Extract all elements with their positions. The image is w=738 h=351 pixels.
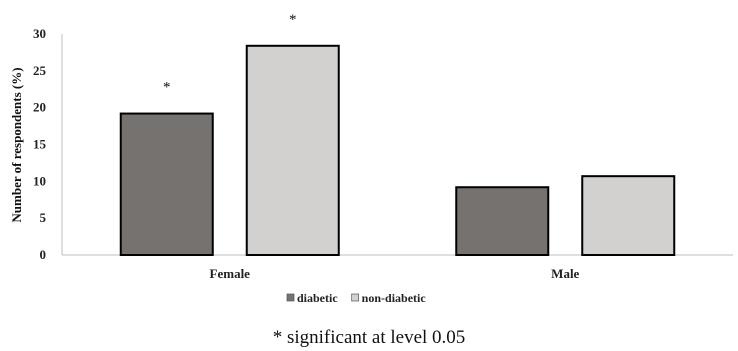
y-tick-label: 15 xyxy=(33,137,47,152)
bar-chart: Number of respondents (%) 0 5 10 15 20 25 30 *… xyxy=(9,12,733,305)
bar-male-diabetic xyxy=(455,186,550,256)
y-tick-label: 0 xyxy=(40,247,47,262)
x-category-label: Male xyxy=(551,266,579,281)
legend-swatch-diabetic xyxy=(286,293,295,302)
x-category-label: Female xyxy=(210,266,251,281)
y-tick-label: 25 xyxy=(33,63,47,78)
legend: diabetic non-diabetic xyxy=(286,291,427,305)
y-tick-label: 30 xyxy=(33,26,46,41)
significance-footnote: * significant at level 0.05 xyxy=(272,327,466,348)
significance-marker: * xyxy=(289,12,297,28)
legend-label-diabetic: diabetic xyxy=(297,291,338,305)
y-tick-label: 5 xyxy=(40,210,47,225)
y-tick-label: 10 xyxy=(33,173,46,188)
bar-female-diabetic xyxy=(119,112,214,256)
legend-label-non-diabetic: non-diabetic xyxy=(362,291,427,305)
legend-swatch-non-diabetic xyxy=(351,293,360,302)
y-tick-label: 20 xyxy=(33,100,46,115)
y-axis-title: Number of respondents (%) xyxy=(9,67,24,222)
bar-female-non-diabetic xyxy=(245,44,340,256)
bar-male-non-diabetic xyxy=(581,175,676,256)
significance-marker: * xyxy=(163,80,171,96)
